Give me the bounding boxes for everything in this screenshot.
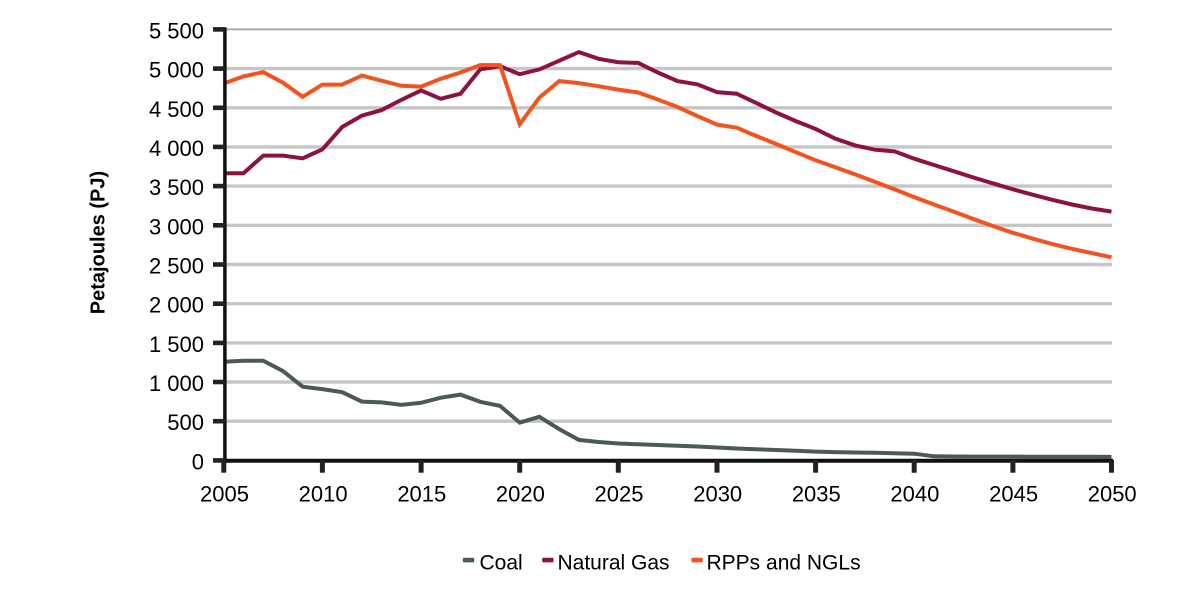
svg-text:RPPs and NGLs: RPPs and NGLs <box>707 551 861 574</box>
svg-text:4 500: 4 500 <box>149 97 204 122</box>
svg-text:500: 500 <box>167 410 204 435</box>
svg-text:Natural Gas: Natural Gas <box>558 551 670 574</box>
svg-text:2035: 2035 <box>792 482 841 507</box>
svg-text:1 000: 1 000 <box>149 371 204 396</box>
svg-text:2015: 2015 <box>397 482 446 507</box>
svg-text:4 000: 4 000 <box>149 136 204 161</box>
svg-text:Petajoules (PJ): Petajoules (PJ) <box>88 171 110 314</box>
svg-text:3 500: 3 500 <box>149 175 204 200</box>
svg-text:2 500: 2 500 <box>149 254 204 279</box>
svg-text:Coal: Coal <box>480 551 523 574</box>
svg-text:0: 0 <box>192 449 204 474</box>
svg-text:5 500: 5 500 <box>149 18 204 43</box>
svg-text:2010: 2010 <box>299 482 348 507</box>
svg-text:2045: 2045 <box>989 482 1038 507</box>
svg-text:2030: 2030 <box>693 482 742 507</box>
svg-text:2020: 2020 <box>496 482 545 507</box>
svg-text:5 000: 5 000 <box>149 58 204 83</box>
svg-text:2050: 2050 <box>1088 482 1137 507</box>
svg-text:1 500: 1 500 <box>149 332 204 357</box>
svg-text:3 000: 3 000 <box>149 214 204 239</box>
svg-text:2040: 2040 <box>890 482 939 507</box>
svg-text:2025: 2025 <box>595 482 644 507</box>
svg-text:2 000: 2 000 <box>149 293 204 318</box>
svg-text:2005: 2005 <box>200 482 249 507</box>
